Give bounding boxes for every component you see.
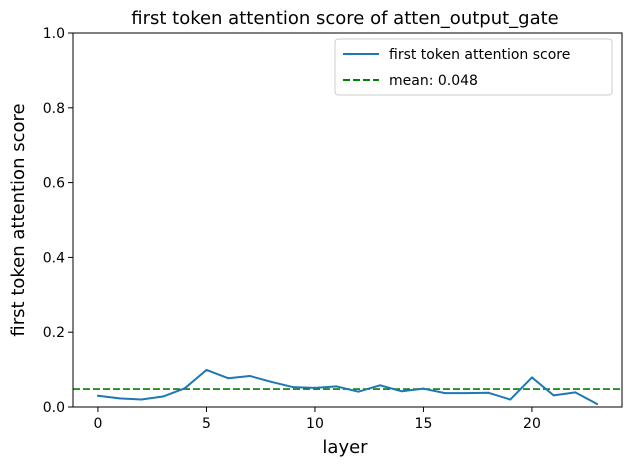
y-tick-label: 0.4 <box>43 250 65 266</box>
legend-box <box>334 38 613 96</box>
data-point <box>487 391 490 394</box>
data-point <box>292 386 295 389</box>
y-tick-label: 0.6 <box>43 176 65 192</box>
data-point <box>509 398 512 401</box>
data-point <box>96 394 99 397</box>
legend: first token attention score mean: 0.048 <box>334 38 613 96</box>
y-tick-label: 0.8 <box>43 101 65 117</box>
data-point <box>530 376 533 379</box>
legend-label-series: first token attention score <box>389 47 570 63</box>
data-point <box>552 394 555 397</box>
data-point <box>465 392 468 395</box>
x-axis-ticks: 0 5 10 15 20 <box>93 407 541 432</box>
legend-label-reference: mean: 0.048 <box>389 73 478 89</box>
data-point <box>118 397 121 400</box>
data-point <box>270 380 273 383</box>
series-line <box>96 368 599 406</box>
x-tick-label: 5 <box>202 416 211 432</box>
y-axis-label: first token attention score <box>8 103 29 336</box>
data-point <box>162 395 165 398</box>
y-tick-label: 0.2 <box>43 325 65 341</box>
x-axis-label: layer <box>322 437 368 458</box>
data-point <box>335 385 338 388</box>
data-point <box>574 391 577 394</box>
data-point <box>444 392 447 395</box>
data-point <box>183 387 186 390</box>
data-point <box>140 398 143 401</box>
data-point <box>205 368 208 371</box>
data-point <box>596 403 599 406</box>
x-tick-label: 10 <box>306 416 324 432</box>
data-point <box>422 387 425 390</box>
data-point <box>357 390 360 393</box>
x-tick-label: 20 <box>523 416 541 432</box>
data-point <box>379 384 382 387</box>
plot-area-frame <box>72 32 623 408</box>
y-tick-label: 1.0 <box>43 26 65 42</box>
x-tick-label: 0 <box>93 416 102 432</box>
y-tick-label: 0.0 <box>43 400 65 416</box>
data-point <box>227 377 230 380</box>
data-point <box>248 374 251 377</box>
chart-title: first token attention score of atten_out… <box>131 8 559 29</box>
series-lines <box>96 368 599 406</box>
data-point <box>400 390 403 393</box>
y-axis-ticks: 0.0 0.2 0.4 0.6 0.8 1.0 <box>43 26 73 416</box>
data-point <box>313 386 316 389</box>
x-tick-label: 15 <box>415 416 433 432</box>
